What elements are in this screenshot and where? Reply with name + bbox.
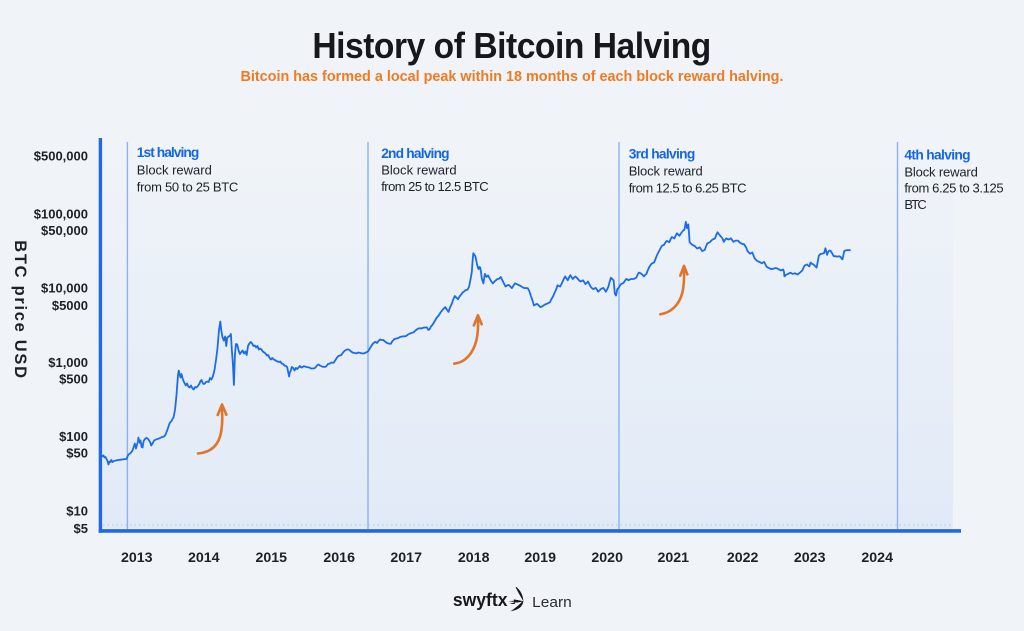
svg-text:$500: $500 (59, 371, 88, 386)
svg-text:2016: 2016 (323, 550, 355, 566)
svg-text:BTC: BTC (904, 197, 926, 212)
svg-text:$100,000: $100,000 (34, 207, 88, 222)
svg-text:2023: 2023 (794, 550, 826, 566)
svg-text:2014: 2014 (188, 550, 220, 566)
svg-text:2019: 2019 (524, 550, 556, 566)
svg-text:Block reward: Block reward (629, 164, 703, 179)
svg-text:$5000: $5000 (52, 298, 88, 313)
svg-text:2021: 2021 (658, 550, 690, 566)
svg-text:from 12.5 to 6.25 BTC: from 12.5 to 6.25 BTC (629, 180, 747, 195)
svg-text:2018: 2018 (458, 550, 490, 566)
svg-text:$10,000: $10,000 (41, 281, 88, 296)
svg-text:Block reward: Block reward (904, 164, 977, 179)
svg-text:2022: 2022 (727, 550, 759, 566)
svg-text:BTC price USD: BTC price USD (11, 240, 29, 379)
svg-text:2nd halving: 2nd halving (381, 146, 449, 161)
svg-text:2013: 2013 (121, 550, 153, 566)
svg-text:2015: 2015 (256, 550, 288, 566)
svg-text:$50: $50 (66, 446, 88, 461)
svg-text:$1,000: $1,000 (48, 355, 88, 370)
svg-text:3rd halving: 3rd halving (629, 147, 696, 162)
svg-text:$500,000: $500,000 (34, 148, 88, 163)
svg-text:Block reward: Block reward (137, 163, 212, 178)
svg-text:Learn: Learn (532, 594, 572, 611)
svg-text:from 25 to 12.5 BTC: from 25 to 12.5 BTC (381, 179, 489, 194)
svg-text:2024: 2024 (861, 550, 893, 566)
svg-text:swyftx: swyftx (453, 589, 508, 610)
svg-text:$50,000: $50,000 (41, 223, 88, 238)
svg-text:from 50 to 25 BTC: from 50 to 25 BTC (137, 180, 239, 195)
svg-text:2017: 2017 (390, 550, 422, 566)
svg-text:$100: $100 (59, 429, 88, 444)
svg-text:$10: $10 (66, 503, 88, 518)
svg-text:4th halving: 4th halving (904, 148, 970, 163)
svg-text:$5: $5 (74, 521, 88, 536)
svg-text:Block reward: Block reward (381, 163, 456, 178)
svg-text:2020: 2020 (591, 550, 623, 566)
svg-text:from 6.25 to 3.125: from 6.25 to 3.125 (904, 181, 1003, 196)
svg-text:1st halving: 1st halving (137, 145, 200, 160)
